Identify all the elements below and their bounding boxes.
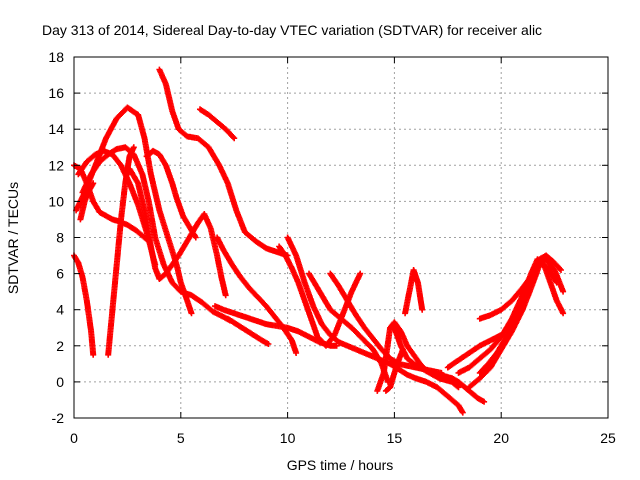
x-tick-label: 0 [70, 430, 78, 446]
x-tick-label: 5 [177, 430, 185, 446]
data-point-marker [188, 310, 195, 317]
y-tick-label: -2 [52, 410, 65, 426]
data-point-marker [560, 310, 567, 317]
data-point-marker [90, 351, 97, 358]
data-point-marker [455, 384, 462, 391]
data-point-marker [399, 346, 406, 353]
x-tick-label: 25 [600, 430, 616, 446]
data-point-marker [192, 234, 199, 241]
series-track-4 [105, 144, 137, 358]
y-tick-label: 14 [48, 121, 64, 137]
x-tick-label: 10 [280, 430, 296, 446]
series-track-22 [382, 346, 406, 394]
y-tick-label: 4 [56, 302, 64, 318]
series-track-20 [391, 324, 488, 405]
y-tick-label: 12 [48, 157, 64, 173]
data-point-marker [265, 341, 272, 347]
series-track-21 [402, 267, 426, 317]
data-point-marker [231, 135, 238, 142]
y-axis-label: SDTVAR / TECUs [5, 182, 21, 294]
series-track-2 [71, 252, 97, 358]
ticks: 0 5 10 15 20 25 -2 0 2 4 6 8 10 12 14 16 18 [48, 49, 616, 446]
data-point-marker [230, 134, 237, 141]
series-track-10 [156, 66, 291, 259]
y-tick-label: 8 [56, 230, 64, 246]
series-track-14 [224, 315, 272, 347]
y-tick-label: 2 [56, 338, 64, 354]
data-point-marker [333, 342, 340, 349]
chart-title: Day 313 of 2014, Sidereal Day-to-day VTE… [42, 22, 542, 38]
series-track-6 [79, 144, 233, 324]
data-point-marker [222, 292, 229, 299]
data-point-marker [357, 270, 364, 277]
data-point-marker [130, 144, 137, 151]
data-layer [71, 66, 567, 416]
data-point-marker [419, 306, 426, 313]
data-point-marker [560, 288, 567, 295]
y-tick-label: 6 [56, 266, 64, 282]
data-point-marker [553, 279, 560, 286]
y-tick-label: 10 [48, 193, 64, 209]
data-point-marker [498, 332, 505, 338]
series-track-9 [143, 147, 199, 241]
y-tick-label: 0 [56, 374, 64, 390]
series-track-8 [126, 165, 229, 299]
series-track-11 [197, 106, 238, 142]
data-point-marker [454, 383, 461, 390]
data-point-marker [556, 265, 563, 272]
series-track-27 [444, 332, 505, 371]
grid [74, 57, 608, 418]
series-track-26 [476, 259, 560, 376]
y-tick-label: 16 [48, 85, 64, 101]
data-point-marker [293, 350, 300, 356]
data-point-marker [459, 409, 466, 416]
data-point-marker [90, 180, 97, 187]
x-tick-label: 15 [387, 430, 403, 446]
data-point-marker [558, 267, 564, 273]
y-tick-label: 18 [48, 49, 64, 65]
x-tick-label: 20 [493, 430, 509, 446]
data-point-marker [481, 398, 488, 405]
x-axis-label: GPS time / hours [287, 457, 394, 473]
